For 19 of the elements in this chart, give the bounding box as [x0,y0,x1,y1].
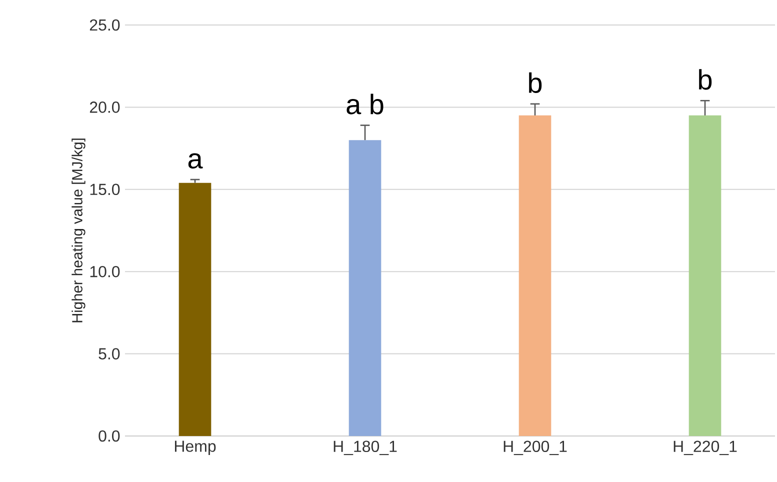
annotation: b [529,72,542,93]
x-tick-label: H_180_1 [334,440,397,456]
y-tick-label: 10.0 [90,266,120,278]
annotation: a [188,153,203,169]
bar [688,115,722,436]
y-tick-label: 20.0 [90,102,120,113]
y-tick-label: 15.0 [90,184,120,196]
y-tick-label: 5.0 [98,348,120,360]
x-tick-label: H_200_1 [504,440,567,456]
x-tick-label: Hemp [174,440,216,456]
y-tick-label: 0.0 [98,430,120,442]
bar [348,140,382,436]
y-tick-label: 25.0 [90,19,120,31]
annotation: a b [346,94,384,114]
bar [178,182,212,436]
x-tick-label: H_220_1 [674,440,737,456]
bar [518,115,552,436]
annotation: b [699,69,712,90]
y-axis-title: Higher heating value [MJ/kg] [72,138,86,322]
